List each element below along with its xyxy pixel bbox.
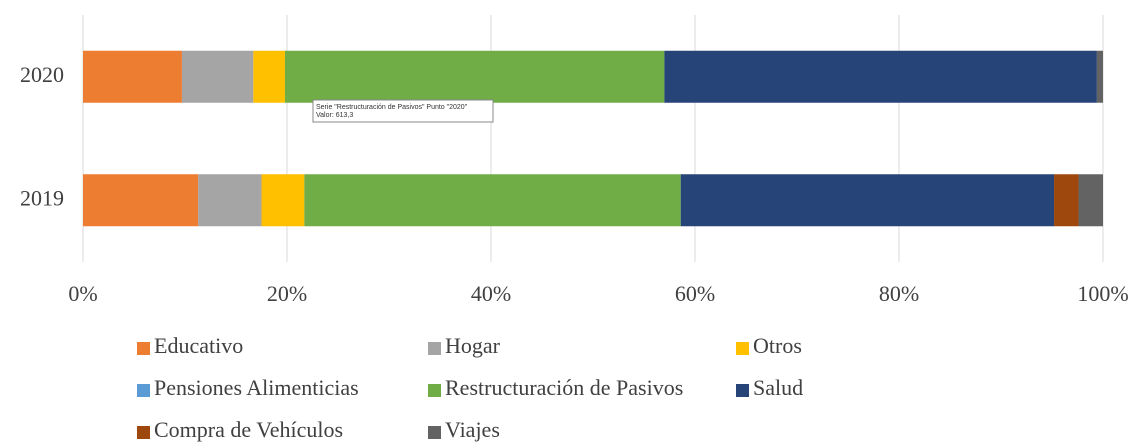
x-tick-label: 20% xyxy=(267,281,307,306)
legend-swatch xyxy=(736,342,749,355)
legend-label: Hogar xyxy=(445,333,501,358)
bar-segment xyxy=(304,174,681,227)
bar-segment xyxy=(261,174,305,227)
legend-label: Pensiones Alimenticias xyxy=(154,375,359,400)
bar-segment xyxy=(284,50,665,103)
legend-label: Viajes xyxy=(445,417,500,442)
legend-swatch xyxy=(736,384,749,397)
x-tick-label: 80% xyxy=(879,281,919,306)
legend-swatch xyxy=(428,384,441,397)
tooltip-title: Serie "Restructuración de Pasivos" Punto… xyxy=(316,104,468,111)
legend-label: Compra de Vehículos xyxy=(154,417,343,442)
bar-segment xyxy=(198,174,262,227)
legend-swatch xyxy=(137,384,150,397)
bar-segment xyxy=(664,50,1097,103)
x-tick-label: 0% xyxy=(68,281,97,306)
bar-segment xyxy=(83,174,199,227)
bar-segment xyxy=(181,50,254,103)
tooltip-box xyxy=(312,99,494,123)
bar-segment xyxy=(1078,174,1103,227)
legend-swatch xyxy=(428,426,441,439)
bar-segment xyxy=(680,174,1055,227)
tooltip: Serie "Restructuración de Pasivos" Punto… xyxy=(312,99,494,123)
x-tick-label: 100% xyxy=(1077,281,1128,306)
bar-segment xyxy=(1096,50,1103,103)
legend-swatch xyxy=(137,342,150,355)
y-tick-label: 2020 xyxy=(20,62,64,87)
legend-label: Restructuración de Pasivos xyxy=(445,375,683,400)
legend-swatch xyxy=(428,342,441,355)
bar-segment xyxy=(83,50,182,103)
x-tick-label: 40% xyxy=(471,281,511,306)
legend-label: Educativo xyxy=(154,333,243,358)
tooltip-value: Valor: 613,3 xyxy=(316,112,353,119)
bar-segment xyxy=(1054,174,1079,227)
y-tick-label: 2019 xyxy=(20,185,64,210)
legend-label: Otros xyxy=(753,333,802,358)
legend-label: Salud xyxy=(753,375,803,400)
x-tick-label: 60% xyxy=(675,281,715,306)
bar-segment xyxy=(253,50,285,103)
legend-swatch xyxy=(137,426,150,439)
